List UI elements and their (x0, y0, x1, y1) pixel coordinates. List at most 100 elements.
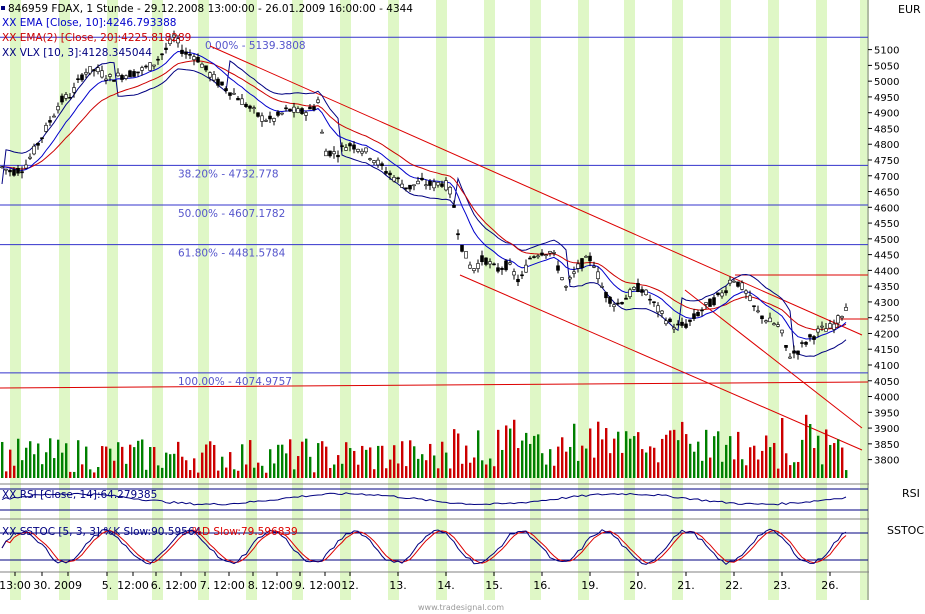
candle-body (64, 94, 68, 99)
volume-bar (537, 434, 540, 478)
volume-bar (161, 467, 164, 478)
candle-body (344, 147, 348, 151)
candle-body (152, 64, 156, 67)
x-axis-ticks: 13:00 30. 2009 5. 12:00 6. 12:00 7. 12:00 8. 12:00… (0, 572, 839, 592)
y-tick-label: 4400 (874, 266, 899, 277)
candle-body (492, 263, 496, 266)
candle-body (36, 142, 40, 146)
volume-bar (805, 414, 808, 478)
candle-body (256, 112, 260, 117)
volume-bar (737, 431, 740, 478)
volume-bar (125, 463, 128, 478)
candle-body (28, 156, 32, 159)
volume-bar (525, 432, 528, 478)
volume-bar (45, 452, 48, 478)
volume-bar (225, 467, 228, 478)
candle-body (228, 92, 232, 96)
volume-bar (5, 471, 8, 478)
candle-body (664, 320, 668, 325)
candle-body (696, 312, 700, 317)
volume-bar (53, 458, 56, 478)
candle-body (468, 264, 472, 269)
volume-bar (397, 463, 400, 478)
volume-bar (761, 450, 764, 478)
volume-bar (97, 467, 100, 478)
y-tick-label: 4500 (874, 235, 899, 246)
support-line (0, 381, 869, 389)
stoch-k-line (1, 528, 847, 565)
volume-bar (61, 452, 64, 478)
volume-bar (169, 454, 172, 478)
volume-bar (673, 429, 676, 478)
volume-bar (165, 452, 168, 478)
candle-body (348, 143, 352, 147)
candle-body (388, 172, 392, 176)
candle-body (352, 144, 356, 150)
candle-body (608, 296, 612, 304)
volume-bar (653, 447, 656, 478)
candle-body (460, 244, 464, 252)
candle-body (676, 323, 680, 326)
candle-body (248, 105, 252, 109)
candle-body (412, 184, 416, 187)
candle-body (456, 233, 460, 236)
x-tick-label: 6. (151, 579, 162, 592)
volume-bar (657, 462, 660, 478)
volume-bar (609, 453, 612, 478)
y-tick-label: 3800 (874, 456, 899, 467)
rsi-legend: XX RSI [Close, 14]:64.279385 (2, 489, 157, 501)
candle-body (792, 350, 796, 354)
x-tick-label: 5. (102, 579, 113, 592)
candle-body (600, 286, 604, 288)
candle-body (788, 356, 792, 359)
fib-label: 0.00% - 5139.3808 (205, 40, 306, 52)
y-tick-label: 3900 (874, 424, 899, 435)
x-tick-label: 12:00 (165, 579, 197, 592)
volume-bar (145, 469, 148, 478)
candle-body (472, 268, 476, 271)
volume-bar (529, 443, 532, 478)
candle-body (276, 111, 280, 116)
volume-bar (821, 464, 824, 478)
volume-bar (17, 438, 20, 478)
volume-bar (753, 445, 756, 478)
volume-bar (801, 439, 804, 478)
volume-bar (365, 449, 368, 478)
volume-bar (517, 448, 520, 478)
candle-body (76, 78, 80, 80)
candle-body (116, 72, 120, 77)
volume-bar (321, 441, 324, 478)
volume-bar (109, 448, 112, 478)
volume-bar (261, 465, 264, 478)
candle-body (156, 58, 160, 61)
candle-body (748, 295, 752, 301)
x-tick-label: 13:00 (0, 579, 31, 592)
y-tick-label: 4800 (874, 140, 899, 151)
volume-bar (33, 454, 36, 478)
candle-body (656, 305, 660, 313)
volume-bar (133, 447, 136, 478)
volume-bar (585, 448, 588, 478)
volume-bar (445, 452, 448, 478)
candle-body (480, 255, 484, 263)
candle-body (396, 177, 400, 180)
volume-bar (553, 465, 556, 478)
volume-bar (85, 446, 88, 478)
volume-bar (77, 440, 80, 478)
volume-bar (681, 421, 684, 478)
volume-bar (581, 445, 584, 478)
session-band (624, 0, 635, 600)
candle-body (584, 256, 588, 258)
volume-bar (701, 460, 704, 478)
symbol-title: 846959 FDAX, 1 Stunde - 29.12.2008 13:00… (8, 3, 413, 15)
volume-bar (269, 449, 272, 478)
session-band (436, 0, 447, 600)
candle-body (652, 301, 656, 304)
candle-body (764, 320, 768, 323)
candlesticks (0, 30, 848, 360)
volume-bar (301, 441, 304, 478)
candle-body (524, 264, 528, 273)
candle-body (700, 309, 704, 312)
y-tick-label: 3850 (874, 440, 899, 451)
candle-body (568, 277, 572, 280)
